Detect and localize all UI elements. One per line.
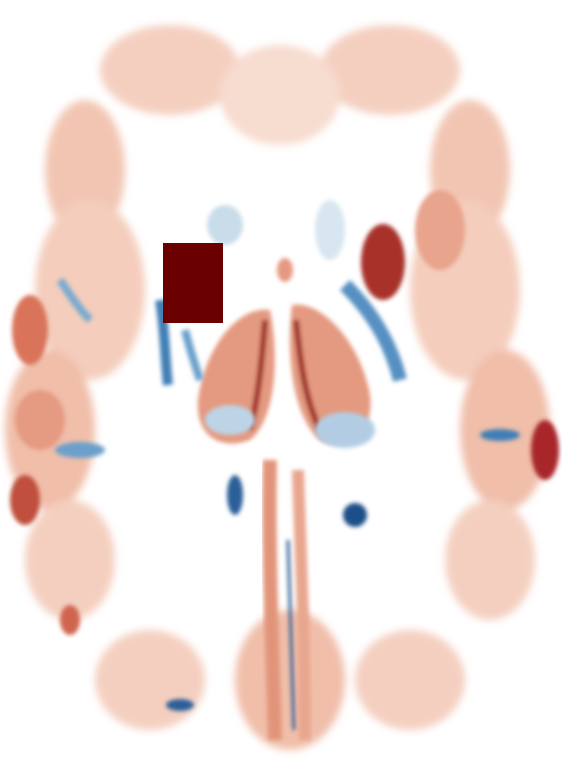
red-spot [12,295,48,365]
midline-streak [292,469,311,741]
blue-patch [55,442,105,458]
blue-streak [155,299,173,386]
midline-spot [277,258,293,282]
red-spot [531,420,559,480]
blue-region [315,200,345,260]
blue-streak [56,277,93,323]
midline-streak [262,459,282,741]
blue-patch [343,503,367,527]
blue-patch [166,699,194,711]
dark-red-region [361,224,405,300]
cortex-patch [35,200,145,380]
blue-region [207,205,243,245]
cortex-patch [320,25,460,115]
red-spot [10,475,40,525]
cortex-patch [220,45,340,145]
blue-patch [480,429,520,441]
midline [262,258,311,741]
red-spot [415,190,465,270]
red-spot [15,390,65,450]
dark-square [163,243,223,323]
cortex-patch [95,630,205,730]
blue-streaks [55,277,520,711]
red-spot [60,605,80,635]
midline-streak [286,539,296,731]
cortex-patch [235,610,345,750]
cortex-patch [355,630,465,730]
blue-patch [315,412,375,448]
right-edge [293,319,323,432]
cortex-patch [100,25,240,115]
cortex-highlights [10,190,559,635]
cortex-patch [25,500,115,620]
blue-patch [205,405,255,435]
blue-streak [340,280,407,382]
cortex-patch [445,500,535,620]
blue-patch [227,475,243,515]
blue-streak [181,329,204,382]
